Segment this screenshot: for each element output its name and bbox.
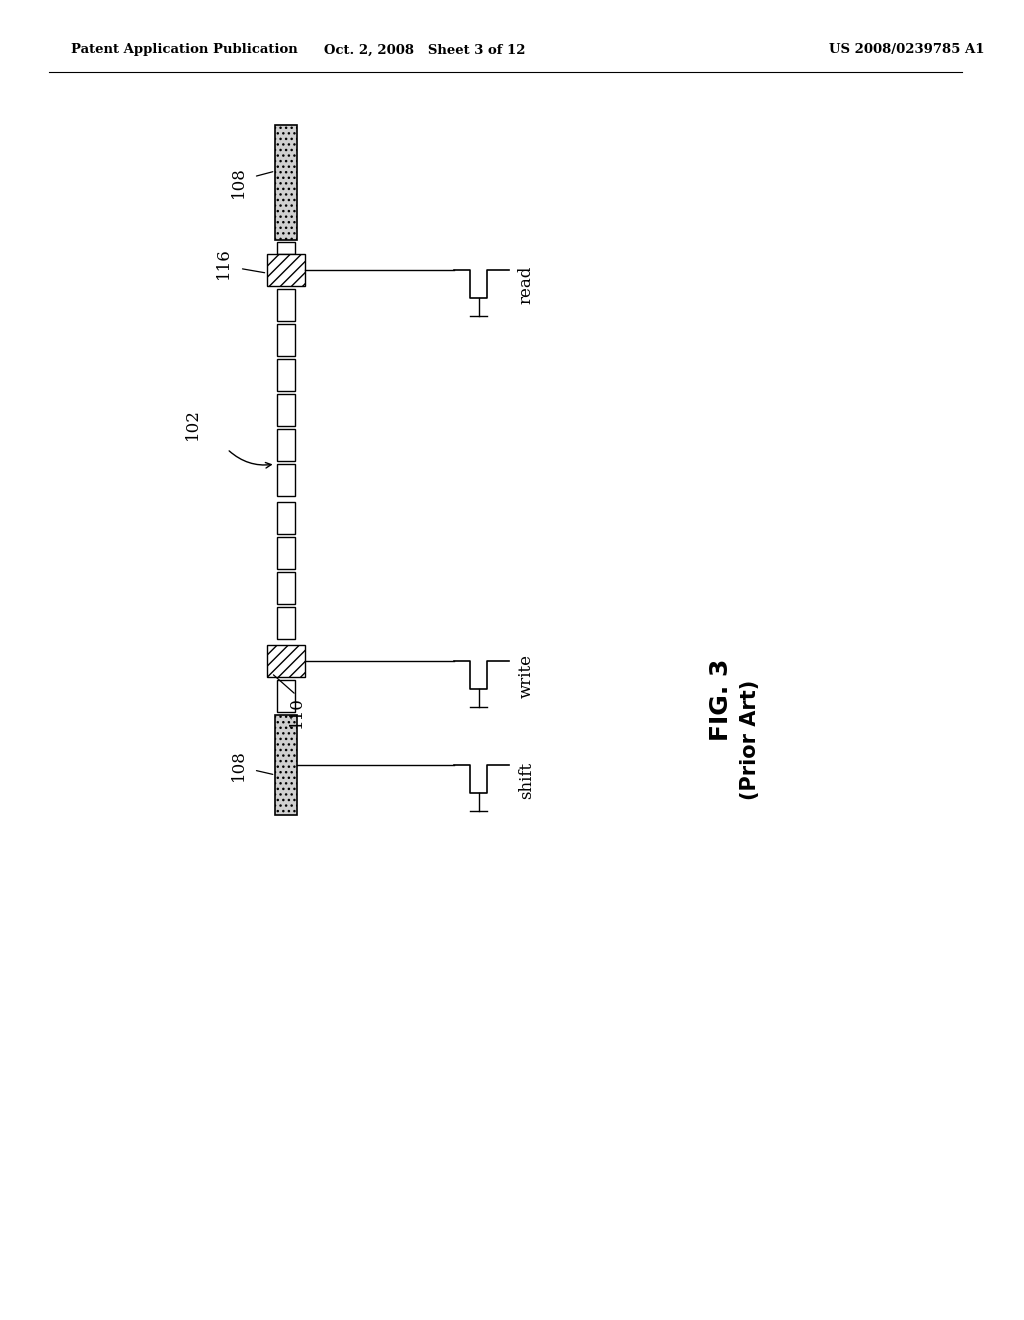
- Text: 102: 102: [184, 408, 201, 440]
- Bar: [278, 572, 295, 605]
- Bar: [275, 125, 297, 240]
- Text: 108: 108: [229, 166, 247, 198]
- Text: 110: 110: [288, 696, 305, 727]
- Bar: [278, 323, 295, 356]
- Text: write: write: [518, 653, 535, 698]
- Bar: [278, 465, 295, 496]
- Text: shift: shift: [518, 762, 535, 799]
- Text: Patent Application Publication: Patent Application Publication: [71, 44, 298, 57]
- Bar: [278, 393, 295, 426]
- Bar: [278, 607, 295, 639]
- Bar: [267, 253, 305, 286]
- Text: read: read: [518, 265, 535, 304]
- Bar: [278, 680, 295, 711]
- Bar: [267, 645, 305, 677]
- Text: 116: 116: [214, 248, 231, 280]
- Bar: [278, 502, 295, 535]
- Text: US 2008/0239785 A1: US 2008/0239785 A1: [829, 44, 985, 57]
- Bar: [278, 359, 295, 391]
- Bar: [278, 289, 295, 321]
- Text: 108: 108: [229, 748, 247, 781]
- Bar: [278, 537, 295, 569]
- Text: (Prior Art): (Prior Art): [740, 680, 761, 800]
- Bar: [275, 715, 297, 814]
- Bar: [278, 242, 295, 253]
- Bar: [278, 429, 295, 461]
- Text: Oct. 2, 2008   Sheet 3 of 12: Oct. 2, 2008 Sheet 3 of 12: [324, 44, 525, 57]
- Text: FIG. 3: FIG. 3: [709, 659, 733, 742]
